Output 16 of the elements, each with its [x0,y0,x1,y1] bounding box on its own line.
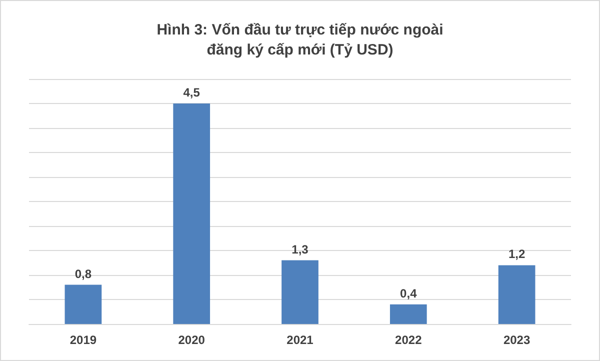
bar [390,304,427,324]
data-label: 1,2 [508,247,526,262]
data-label: 4,5 [183,86,200,100]
x-tick-label: 2019 [70,333,97,347]
data-label: 0,8 [74,266,92,281]
data-label: 0,4 [400,286,418,300]
x-tick-label: 2022 [395,333,422,347]
bar [282,260,318,324]
x-tick-label: 2023 [503,333,530,347]
bar [498,265,536,324]
x-tick-label: 2020 [178,333,206,347]
bar [64,284,102,324]
data-label: 1,3 [292,242,309,256]
x-tick-label: 2021 [286,333,314,347]
bar [173,104,210,324]
chart-title: Hình 3: Vốn đầu tư trực tiếp nước ngoài đăng ký cấp mới (Tỷ USD) [156,22,444,58]
